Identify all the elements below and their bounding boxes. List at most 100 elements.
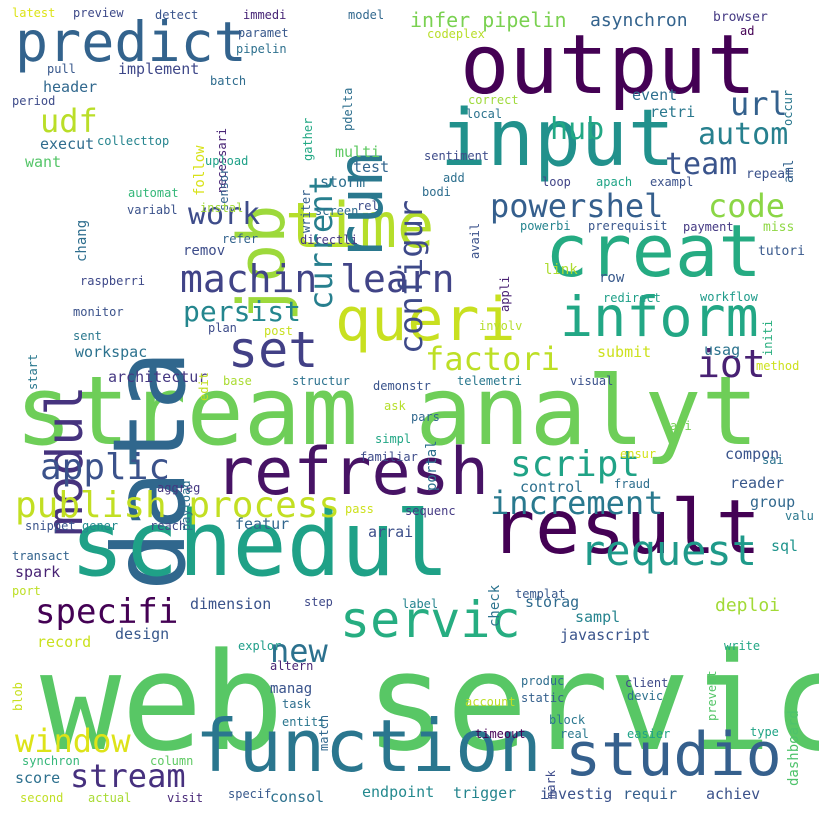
word-task: task — [282, 697, 311, 711]
word-pars: pars — [411, 410, 440, 424]
word-inform: inform — [560, 285, 759, 349]
word-visit: visit — [167, 791, 204, 805]
word-entiti: entiti — [282, 715, 326, 729]
word-blob: blob — [11, 682, 25, 711]
word-udf: udf — [40, 102, 98, 140]
word-pull: pull — [47, 62, 76, 76]
word-check: check — [487, 584, 503, 627]
word-refresh: refresh — [215, 435, 489, 510]
word-produc: produc — [521, 674, 565, 688]
word-ad: ad — [740, 24, 755, 38]
word-ask: ask — [384, 399, 406, 413]
word-rel: rel — [357, 199, 379, 213]
word-involv: involv — [479, 319, 523, 333]
word-predict: predict — [15, 10, 247, 74]
word-code: code — [708, 187, 786, 225]
word-sampl: sampl — [575, 608, 621, 626]
word-stream: stream — [70, 757, 186, 795]
word-codeplex: codeplex — [427, 27, 485, 41]
word-iot: iot — [697, 342, 766, 386]
word-request: request — [580, 526, 758, 575]
word-devic: devic — [627, 689, 664, 703]
word-refer: refer — [222, 232, 259, 246]
word-visual: visual — [570, 374, 614, 388]
word-window: window — [15, 722, 131, 760]
word-stream-analyt: stream analyt — [15, 357, 759, 467]
word-actual: actual — [88, 791, 132, 805]
word-immedi: immedi — [243, 8, 287, 22]
word-valu: valu — [785, 509, 814, 523]
word-persist: persist — [183, 295, 302, 328]
word-instal: instal — [200, 201, 244, 215]
word-trigger: trigger — [453, 784, 517, 802]
word-chang: chang — [74, 219, 90, 262]
word-occur: occur — [781, 89, 795, 126]
word-raspberri: raspberri — [80, 274, 146, 288]
word-collecttop: collecttop — [97, 134, 170, 148]
word-preview: preview — [73, 6, 124, 20]
word-exampl: exampl — [650, 175, 694, 189]
word-sentiment: sentiment — [424, 149, 490, 163]
word-altern: altern — [270, 659, 314, 673]
word-autom: autom — [698, 117, 789, 152]
word-storag: storag — [525, 593, 580, 611]
word-link: link — [544, 262, 578, 278]
word-work: work — [188, 197, 261, 232]
word-loop: loop — [542, 175, 571, 189]
word-portal: portal — [424, 440, 440, 491]
word-workflow: workflow — [700, 290, 758, 304]
word-machin-learn: machin learn — [180, 257, 455, 301]
word-hub: hub — [550, 112, 605, 147]
word-row: row — [599, 270, 625, 286]
word-factori: factori — [425, 340, 560, 378]
word-group: group — [750, 493, 796, 511]
word-score: score — [15, 769, 61, 787]
word-label: label — [402, 597, 439, 611]
word-start: start — [26, 353, 40, 390]
word-correct: correct — [468, 93, 519, 107]
word-real: real — [560, 727, 589, 741]
word-deploi: deploi — [715, 595, 781, 616]
word-batch: batch — [210, 74, 247, 88]
word-step: step — [304, 595, 333, 609]
word-result: result — [490, 483, 761, 571]
word-familiar: familiar — [360, 450, 418, 464]
word-redirect: redirect — [603, 291, 661, 305]
word-method: method — [756, 359, 800, 373]
word-compon: compon — [725, 445, 780, 463]
word-retri: retri — [650, 103, 696, 121]
word-type: type — [750, 725, 779, 739]
word-bodi: bodi — [422, 185, 451, 199]
word-apach: apach — [596, 175, 633, 189]
word-fraud: fraud — [614, 477, 651, 491]
word-miss: miss — [763, 220, 795, 235]
word-variabl: variabl — [127, 203, 178, 217]
word-applic: applic — [40, 447, 171, 488]
word-sai: sai — [762, 453, 784, 467]
word-achiev: achiev — [706, 785, 761, 803]
word-queri: queri — [335, 285, 516, 355]
word-set: set — [228, 321, 319, 379]
word-latest: latest — [12, 6, 56, 20]
word-specif: specif — [228, 787, 272, 801]
word-workspac: workspac — [75, 343, 148, 361]
word-second: second — [20, 791, 64, 805]
word-writer: writer — [299, 189, 313, 233]
word-prerequisit: prerequisit — [588, 219, 668, 233]
word-base: base — [223, 374, 252, 388]
word-storm: storm — [320, 173, 366, 191]
word-account: account — [465, 695, 516, 709]
word-arrai: arrai — [368, 523, 414, 541]
word-time: time — [285, 189, 435, 262]
word-control: control — [520, 478, 584, 496]
word-function: function — [195, 704, 542, 788]
word-simpl: simpl — [375, 432, 412, 446]
word-infer-pipelin: infer pipelin — [410, 8, 567, 32]
word-avail: avail — [468, 222, 482, 259]
word-script: script — [510, 444, 641, 485]
word-snippet: snippet — [25, 519, 76, 533]
word-repeat: repeat — [746, 167, 793, 182]
word-reach: reach — [150, 519, 187, 533]
word-tutori: tutori — [758, 244, 805, 259]
word-structur: structur — [292, 374, 350, 388]
